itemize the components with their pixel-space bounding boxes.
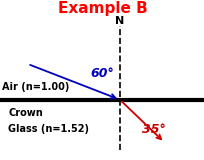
Text: Glass (n=1.52): Glass (n=1.52) xyxy=(8,124,89,134)
Text: Crown: Crown xyxy=(8,108,43,118)
Text: N: N xyxy=(115,16,124,26)
Text: 60°: 60° xyxy=(90,67,114,80)
Text: Air (n=1.00): Air (n=1.00) xyxy=(2,82,69,92)
Text: Example B: Example B xyxy=(57,1,147,16)
Text: 35°: 35° xyxy=(141,124,165,136)
